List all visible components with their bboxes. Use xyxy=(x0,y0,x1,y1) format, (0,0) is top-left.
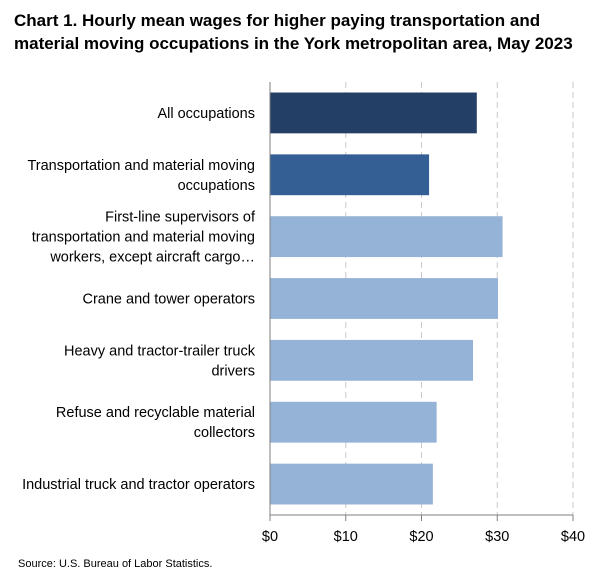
bar-5 xyxy=(270,401,437,443)
x-tick-label-0: $0 xyxy=(262,529,278,545)
category-label-5-0: Refuse and recyclable material xyxy=(56,405,255,421)
bar-4 xyxy=(270,339,474,381)
category-label-1-1: occupations xyxy=(178,178,255,194)
category-label-4-0: Heavy and tractor-trailer truck xyxy=(64,343,256,359)
category-label-0-0: All occupations xyxy=(157,106,255,122)
bar-3 xyxy=(270,278,499,319)
bar-2 xyxy=(270,216,503,258)
x-tick-label-30: $30 xyxy=(485,529,509,545)
source-note: Source: U.S. Bureau of Labor Statistics. xyxy=(18,558,213,570)
bars xyxy=(270,92,503,505)
category-label-1-0: Transportation and material moving xyxy=(27,158,255,174)
bar-0 xyxy=(270,92,477,134)
x-tick-label-10: $10 xyxy=(334,529,358,545)
bar-6 xyxy=(270,463,433,505)
category-label-6-0: Industrial truck and tractor operators xyxy=(22,477,255,493)
x-tick-label-20: $20 xyxy=(409,529,433,545)
category-label-2-1: transportation and material moving xyxy=(32,230,255,246)
category-label-4-1: drivers xyxy=(211,363,255,379)
x-axis: $0 $10 $20 $30 $40 xyxy=(262,82,585,545)
chart-title: Chart 1. Hourly mean wages for higher pa… xyxy=(14,11,573,53)
category-label-2-2: workers, except aircraft cargo… xyxy=(49,250,255,266)
category-label-5-1: collectors xyxy=(194,425,255,441)
gridlines xyxy=(345,82,574,515)
category-label-2-0: First-line supervisors of xyxy=(105,210,256,226)
category-labels: All occupations Transportation and materi… xyxy=(22,106,256,493)
bar-1 xyxy=(270,154,430,196)
x-tick-label-40: $40 xyxy=(561,529,585,545)
category-label-3-0: Crane and tower operators xyxy=(83,292,256,308)
